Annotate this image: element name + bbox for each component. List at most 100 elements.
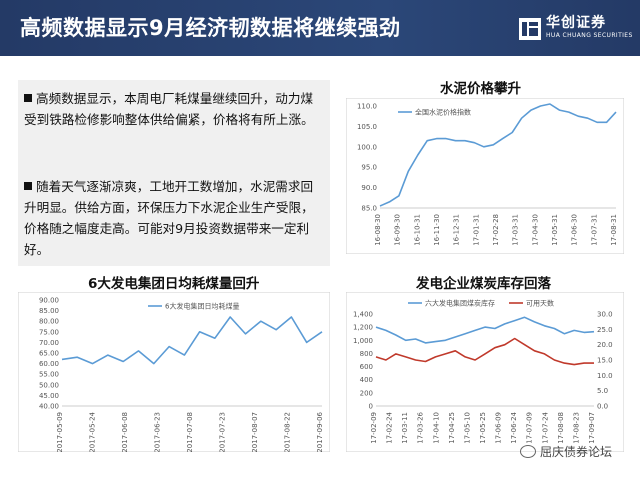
cement-xtick-label: 17-06-30 [571,214,579,246]
coal_stock-ytick-label: 800 [360,350,373,358]
coal_use-frame [18,292,330,452]
cement-chart-title: 水泥价格攀升 [440,81,521,97]
coal_stock-y2tick-label: 10.0 [597,372,613,380]
coal_stock-ytick-label: 0 [369,403,373,411]
logo-text-cn: 华创证券 [546,15,606,31]
coal_use-xtick-label: 2017-05-24 [89,411,97,452]
page-title: 高频数据显示9月经济韧数据将继续强劲 [20,16,401,40]
coal_use-ytick-label: 65.00 [39,350,59,358]
coal_stock-xtick-label: 17-08-23 [572,412,580,444]
coal_stock-xtick-label: 17-07-09 [526,412,534,444]
logo-text-en: HUA CHUANG SECURITIES [546,32,633,39]
coal_stock-ytick-label: 1,000 [353,337,373,345]
cement-xtick-label: 17-04-30 [531,214,539,246]
coal-stock-chart: 0 200 400 600 800 1,000 1,200 1,400 0.0 5.0 10.0 15… [346,292,624,452]
coal_use-xtick-label: 2017-09-06 [316,411,324,452]
coal_use-ytick-label: 70.00 [39,339,59,347]
coal_stock-ytick-label: 400 [360,376,373,384]
summary-paragraph-1: 高频数据显示，本周电厂耗煤量继续回升，动力煤受到铁路检修影响整体供给偏紧，价格将… [24,88,324,130]
cement-ytick-label: 110.0 [357,103,377,111]
cement-ytick-label: 105.0 [357,123,377,131]
cement-frame [346,98,624,254]
coal_use-legend-label: 6大发电集团日均耗煤量 [165,302,239,311]
cement-price-chart: 85.0 90.0 95.0 100.0 105.0 110.0 16-08-30 16-09… [346,98,624,254]
coal_use-ytick-label: 85.00 [39,307,59,315]
coal_use-ytick-label: 40.00 [39,403,59,411]
coal_stock-xtick-label: 17-06-24 [510,411,518,443]
coal_use-ytick-label: 50.00 [39,381,59,389]
cement-ytick-label: 90.0 [361,184,377,192]
watermark: 屈庆债券论坛 [520,443,612,460]
watermark-text: 屈庆债券论坛 [540,445,613,459]
coal_use-xtick-label: 2017-07-08 [186,412,194,452]
coal_stock-xtick-label: 17-04-10 [432,412,440,444]
cement-xtick-label: 17-02-28 [492,214,500,246]
coal_use-xtick-label: 2017-07-23 [219,412,227,452]
cement-xtick-label: 16-12-31 [453,214,461,246]
coal_use-svg: 40.00 45.00 50.00 55.00 60.00 65.00 70.00 75.00… [18,292,330,452]
bullet-icon [24,94,32,102]
cement-xtick-label: 16-11-30 [433,214,441,246]
header-bar: 高频数据显示9月经济韧数据将继续强劲 华创证券 HUA CHUANG SECUR… [0,0,640,56]
coal_stock-series-line [375,337,594,366]
coal_stock-ytick-label: 1,400 [353,311,373,319]
coal_stock-xtick-label: 17-09-07 [588,412,596,444]
coal_stock-y2tick-label: 30.0 [597,311,613,319]
coal_stock-y2tick-label: 15.0 [597,357,613,365]
coal-use-chart-title: 6大发电集团日均耗煤量回升 [88,276,260,292]
coal_use-xtick-label: 2017-08-22 [284,412,292,452]
coal_stock-xtick-label: 17-03-11 [401,412,409,444]
coal_stock-legend-label: 可用天数 [526,299,554,308]
coal_stock-xtick-label: 17-02-24 [386,411,394,443]
coal_stock-series-line [375,316,595,344]
coal_stock-y2tick-label: 20.0 [597,341,613,349]
coal-stock-chart-title: 发电企业煤炭库存回落 [416,276,551,292]
coal_stock-ytick-label: 1,200 [353,324,373,332]
coal_use-xtick-label: 2017-06-08 [121,412,129,452]
coal_use-series-line [61,316,323,365]
coal_use-ytick-label: 55.00 [39,371,59,379]
cement-xtick-label: 17-05-31 [551,214,559,246]
summary-paragraph-1-text: 高频数据显示，本周电厂耗煤量继续回升，动力煤受到铁路检修影响整体供给偏紧，价格将… [24,91,314,127]
coal-use-chart: 40.00 45.00 50.00 55.00 60.00 65.00 70.00 75.00… [18,292,330,452]
coal_stock-y2tick-label: 25.0 [597,326,613,334]
summary-paragraph-2: 随着天气逐渐凉爽，工地开工数增加，水泥需求回升明显。供给方面，环保压力下水泥企业… [24,176,324,260]
cement-ytick-label: 100.0 [357,143,377,151]
cement-xtick-label: 17-08-31 [610,214,618,246]
summary-paragraph-2-text: 随着天气逐渐凉爽，工地开工数增加，水泥需求回升明显。供给方面，环保压力下水泥企业… [24,179,314,257]
coal_stock-ytick-label: 200 [360,389,373,397]
coal_stock-y2tick-label: 5.0 [597,387,608,395]
summary-text-box: 高频数据显示，本周电厂耗煤量继续回升，动力煤受到铁路检修影响整体供给偏紧，价格将… [18,80,330,266]
coal_stock-xtick-label: 17-05-10 [463,412,471,444]
wechat-icon [520,445,536,458]
cement-legend-label: 全国水泥价格指数 [415,108,471,117]
coal_stock-frame [346,292,624,452]
coal_stock-xtick-label: 17-04-25 [448,412,456,444]
coal_stock-xtick-label: 17-06-09 [495,412,503,444]
cement-xtick-label: 16-08-30 [374,214,382,246]
cement-xtick-label: 16-09-30 [394,214,402,246]
coal_stock-y2tick-label: 0.0 [597,403,608,411]
coal_use-xtick-label: 2017-08-07 [251,412,259,452]
coal_stock-xtick-label: 17-07-24 [541,411,549,443]
coal_stock-ytick-label: 600 [360,363,373,371]
cement-series-line [379,103,617,207]
cement-xtick-label: 17-07-31 [590,214,598,246]
company-logo-icon [519,18,541,40]
cement-xtick-label: 17-01-31 [472,214,480,246]
coal_use-ytick-label: 90.00 [39,297,59,305]
cement-svg: 85.0 90.0 95.0 100.0 105.0 110.0 16-08-30 16-09… [346,98,624,254]
cement-xtick-label: 17-03-31 [512,214,520,246]
coal_use-ytick-label: 60.00 [39,360,59,368]
coal_use-ytick-label: 45.00 [39,392,59,400]
coal_stock-xtick-label: 17-08-08 [557,412,565,444]
coal_stock-xtick-label: 17-02-09 [370,412,378,444]
cement-xtick-label: 16-10-31 [413,214,421,246]
coal_stock-svg: 0 200 400 600 800 1,000 1,200 1,400 0.0 5.0 10.0 15… [346,292,624,452]
cement-ytick-label: 85.0 [361,205,377,213]
coal_use-ytick-label: 75.00 [39,328,59,336]
coal_use-xtick-label: 2017-06-23 [154,412,162,452]
coal_stock-xtick-label: 17-03-26 [417,411,425,443]
coal_stock-xtick-label: 17-05-25 [479,412,487,444]
coal_use-xtick-label: 2017-05-09 [56,412,64,452]
